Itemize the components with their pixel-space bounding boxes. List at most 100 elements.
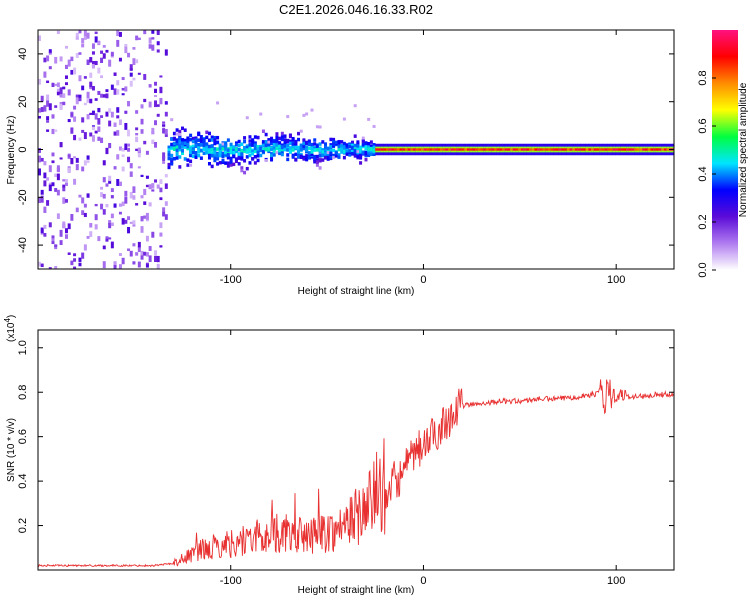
heatmap-y-axis-title: Frequency (Hz) [6,116,17,185]
heatmap-cell [224,144,228,148]
heatmap-cell [59,157,63,160]
heatmap-cell [156,104,160,107]
heatmap-cell [278,148,282,153]
heatmap-cell [67,89,71,96]
snr-multiplier-exp: 4 [3,318,12,323]
heatmap-cell [43,105,47,112]
heatmap-cell [175,143,179,148]
heatmap-cell [342,117,346,121]
heatmap-cell [350,145,354,150]
heatmap-cell [135,35,139,41]
heatmap-cell [162,124,166,127]
heatmap-cell [493,148,497,151]
heatmap-cell [666,148,670,151]
heatmap-cell [43,232,47,237]
heatmap-cell [391,148,395,151]
heatmap-cell [81,252,85,259]
heatmap-cell [321,158,325,162]
heatmap-cell [294,142,298,146]
heatmap-cell [54,105,58,108]
heatmap-cell [124,143,128,151]
heatmap-cell [154,120,158,126]
heatmap-cell [78,262,82,267]
heatmap-cell [361,151,365,155]
heatmap-cell [59,240,63,246]
heatmap-cell [170,153,174,158]
heatmap-cell [197,138,201,142]
heatmap-cell [167,162,171,167]
heatmap-y-tick-label: 0 [17,146,29,152]
heatmap-cell [280,131,284,136]
heatmap-cell [54,187,58,192]
heatmap-cell [108,108,112,113]
heatmap-cell [121,77,125,81]
heatmap-cell [205,130,209,135]
heatmap-x-tick-label: -100 [220,274,242,286]
heatmap-cell [73,258,77,262]
heatmap-cell [205,142,209,146]
heatmap-cell [302,138,306,142]
heatmap-cell [245,145,249,150]
heatmap-cell [318,159,322,163]
heatmap-cell [145,212,149,220]
heatmap-cell [175,139,179,144]
heatmap-cell [353,104,357,108]
heatmap-cell [472,148,476,151]
heatmap-cell [135,203,139,206]
heatmap-cell [97,41,101,45]
heatmap-cell [46,55,50,62]
heatmap-cell [100,50,104,54]
heatmap-cell [299,147,303,151]
heatmap-cell [332,137,336,142]
heatmap-cell [127,129,131,137]
heatmap-cell [531,148,535,151]
heatmap-cell [523,148,527,151]
heatmap-cell [423,148,427,151]
heatmap-cell [186,142,190,147]
heatmap-cell [280,143,284,147]
heatmap-cell [127,216,131,221]
heatmap-cell [124,86,128,92]
heatmap-cell [356,142,360,146]
heatmap-cell [48,49,52,53]
heatmap-cell [143,215,147,219]
heatmap-cell [121,154,125,158]
heatmap-cell [394,148,398,151]
heatmap-cell [270,136,274,141]
heatmap-cell [210,135,214,140]
heatmap-cell [135,136,139,143]
heatmap-cell [135,127,139,131]
heatmap-cell [321,153,325,158]
heatmap-cell [186,139,190,143]
heatmap-cell [172,147,176,151]
heatmap-cell [170,162,174,166]
heatmap-cell [116,107,120,113]
heatmap-cell [318,153,322,157]
heatmap-cell [529,148,533,151]
snr-y-tick-label: 0.4 [17,473,29,488]
heatmap-cell [280,145,284,150]
heatmap-cell [272,140,276,144]
heatmap-cell [127,147,131,152]
heatmap-cell [97,67,101,74]
heatmap-cell [388,148,392,151]
heatmap-cell [175,145,179,150]
heatmap-cell [181,138,185,142]
heatmap-cell [205,151,209,155]
snr-line [38,379,674,568]
heatmap-cell [367,153,371,157]
heatmap-cell [151,189,155,192]
heatmap-cell [342,146,346,150]
heatmap-cell [369,144,373,148]
heatmap-cell [197,142,201,147]
heatmap-cell [431,148,435,151]
heatmap-cell [83,30,87,37]
heatmap-cell [213,147,217,151]
heatmap-cell [38,155,41,163]
heatmap-cell [216,140,220,145]
heatmap-cell [62,93,66,98]
heatmap-cell [97,90,101,95]
heatmap-cell [283,141,287,145]
heatmap-cell [547,148,551,151]
heatmap-cell [261,129,265,134]
